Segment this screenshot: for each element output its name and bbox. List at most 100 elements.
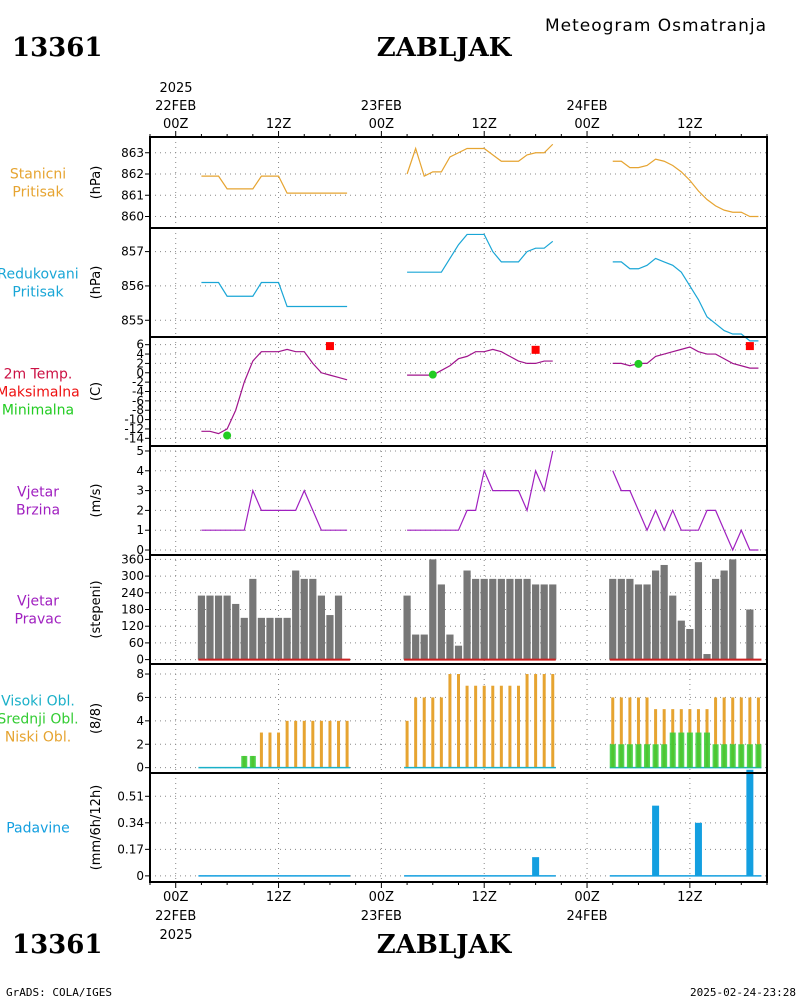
day-label-top: 22FEB: [155, 99, 196, 114]
wind-dir-bar: [497, 578, 505, 660]
day-label-bottom: 23FEB: [361, 909, 402, 924]
time-axis: 00Z 00Z 22FEB 22FEB 12Z 12Z 00Z 00Z 23FEB 23FEB 12…: [149, 99, 768, 924]
y-tick-label: 120: [121, 619, 144, 633]
cloud-low-bar: [491, 685, 495, 768]
tmin-marker: [223, 431, 232, 440]
station-name-top: ZABLJAK: [377, 33, 513, 63]
top-year: 2025: [159, 81, 192, 96]
panel-label: Stanicni: [10, 167, 66, 183]
y-tick-label: 6: [136, 338, 144, 352]
cloud-mid-bar: [704, 732, 711, 768]
wind-dir-bar: [643, 584, 651, 660]
cloud-low-bar: [508, 685, 512, 768]
panel-label: Vjetar: [17, 485, 59, 501]
wind-dir-bar: [746, 609, 754, 660]
bottom-year: 2025: [159, 928, 192, 943]
wind-dir-bar: [514, 578, 523, 660]
wind-dir-bar: [266, 617, 274, 660]
cloud-low-bar: [268, 732, 272, 768]
y-tick-label: -8: [132, 403, 144, 417]
wind-dir-bar: [334, 595, 343, 660]
wind-dir-bar: [626, 578, 634, 660]
station-name-bottom: ZABLJAK: [377, 930, 513, 960]
footer-timestamp: 2025-02-24-23:28: [690, 986, 796, 999]
y-tick-label: -14: [124, 431, 144, 445]
wind-dir-bar: [257, 617, 266, 660]
wind-dir-bar: [214, 595, 223, 660]
series-line: [407, 450, 554, 531]
panel-label: 2m Temp.: [4, 367, 73, 383]
cloud-low-bar: [405, 720, 409, 768]
series-line: [406, 143, 554, 177]
panel-label: Redukovani: [0, 267, 79, 283]
y-axis-label: (C): [89, 382, 104, 401]
cloud-low-bar: [337, 720, 341, 768]
panel-clouds: 0 2 4 6 8 (8/8) Visoki Obl. Srednji Obl. Niski O…: [0, 663, 768, 775]
y-tick-label: 240: [121, 586, 144, 600]
time-label-top: 00Z: [369, 117, 395, 132]
cloud-low-bar: [525, 674, 529, 768]
wind-dir-bar: [232, 603, 240, 660]
cloud-low-bar: [534, 674, 538, 768]
cloud-mid-bar: [746, 744, 753, 768]
y-tick-label: 60: [129, 636, 144, 650]
y-tick-label: -12: [124, 422, 144, 436]
y-axis-label: (mm/6h/12h): [89, 785, 104, 871]
panel-label: Minimalna: [2, 403, 74, 419]
cloud-low-bar: [457, 674, 460, 768]
wind-dir-bar: [609, 578, 617, 660]
cloud-mid-bar: [618, 744, 625, 768]
wind-dir-bar: [634, 584, 643, 660]
wind-dir-bar: [223, 595, 231, 660]
wind-dir-bar: [729, 559, 737, 660]
wind-dir-bar: [454, 645, 463, 660]
cloud-mid-bar: [644, 744, 651, 768]
y-tick-label: 0: [136, 543, 144, 557]
y-tick-label: 4: [136, 714, 144, 728]
tmin-marker: [428, 370, 437, 379]
panel-frame: [149, 336, 768, 447]
wind-dir-bar: [249, 578, 257, 660]
wind-dir-bar: [463, 570, 471, 660]
series-line: [612, 158, 759, 218]
cloud-low-bar: [345, 720, 349, 768]
cloud-low-bar: [414, 697, 418, 768]
y-tick-label: 2: [136, 737, 144, 751]
panel-label: Pravac: [14, 612, 61, 628]
wind-dir-bar: [283, 617, 291, 660]
cloud-mid-bar: [652, 744, 659, 768]
y-tick-label: 861: [121, 188, 144, 202]
day-label-top: 23FEB: [361, 99, 402, 114]
wind-dir-bar: [686, 628, 694, 660]
cloud-low-bar: [319, 720, 323, 768]
wind-dir-bar: [669, 595, 677, 660]
series-line: [201, 348, 348, 435]
y-tick-label: 0: [136, 366, 144, 380]
chart-title: Meteogram Osmatranja: [545, 16, 767, 36]
cloud-low-bar: [645, 697, 649, 768]
series-line: [407, 348, 553, 376]
wind-dir-bar: [197, 595, 206, 660]
wind-dir-bar: [240, 617, 248, 660]
cloud-low-bar: [302, 720, 306, 768]
station-id-bottom: 13361: [12, 930, 102, 960]
cloud-low-bar: [731, 697, 735, 768]
cloud-mid-bar: [661, 744, 668, 768]
y-tick-label: 863: [121, 146, 144, 160]
panel-label: Vjetar: [17, 594, 59, 610]
series-line: [201, 175, 348, 194]
y-tick-label: 300: [121, 569, 144, 583]
time-label-top: 00Z: [163, 117, 189, 132]
cloud-mid-bar: [678, 732, 685, 768]
cloud-low-bar: [739, 697, 743, 768]
y-tick-label: 3: [136, 484, 144, 498]
cloud-mid-bar: [626, 744, 633, 768]
panel-frame: [149, 772, 768, 883]
wind-dir-bar: [711, 578, 720, 660]
y-tick-label: -10: [124, 413, 144, 427]
panel-label: Pritisak: [12, 185, 64, 201]
footer-credit: GrADS: COLA/IGES: [6, 986, 112, 999]
cloud-low-bar: [285, 720, 289, 768]
wind-dir-bar: [677, 620, 685, 660]
y-tick-label: 4: [136, 347, 144, 361]
